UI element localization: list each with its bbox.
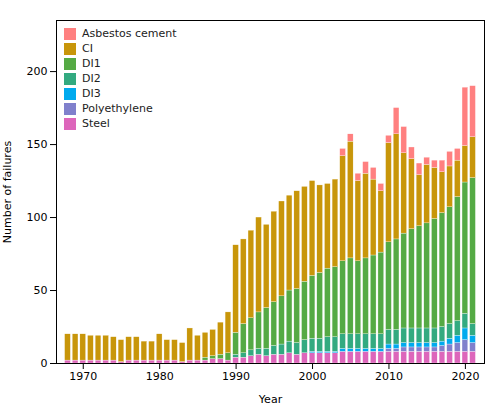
svg-text:0: 0 xyxy=(41,357,48,370)
svg-text:2000: 2000 xyxy=(299,370,327,383)
svg-text:150: 150 xyxy=(27,138,48,151)
svg-text:50: 50 xyxy=(34,284,48,297)
html-text:Steel: Steel xyxy=(82,117,110,130)
svg-text:1970: 1970 xyxy=(69,370,97,383)
svg-text:200: 200 xyxy=(27,65,48,78)
html-text:DI1: DI1 xyxy=(82,57,101,70)
html-text:CI: CI xyxy=(82,42,93,55)
html-text:DI2: DI2 xyxy=(82,72,101,85)
svg-text:1990: 1990 xyxy=(222,370,250,383)
html-text:Polyethylene: Polyethylene xyxy=(82,102,153,115)
svg-text:100: 100 xyxy=(27,211,48,224)
html-text:DI3: DI3 xyxy=(82,87,101,100)
svg-text:2020: 2020 xyxy=(451,370,479,383)
html-text:Asbestos cement: Asbestos cement xyxy=(82,27,177,40)
svg-text:1980: 1980 xyxy=(146,370,174,383)
svg-text:2010: 2010 xyxy=(375,370,403,383)
svg-text:Number of failures: Number of failures xyxy=(1,141,14,244)
svg-text:Year: Year xyxy=(258,393,283,406)
